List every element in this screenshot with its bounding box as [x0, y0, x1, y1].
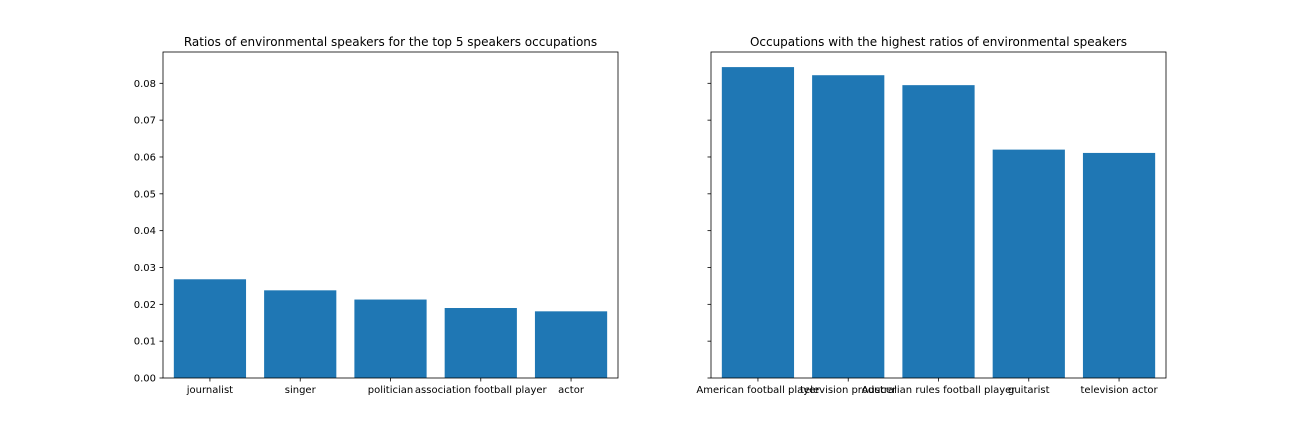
left-chart-x-tick-label: journalist [186, 385, 233, 396]
left-chart-y-tick-label: 0.03 [134, 263, 156, 274]
right-chart-bar [812, 75, 885, 379]
left-chart-y-tick-label: 0.02 [134, 300, 156, 311]
right-chart-x-tick-label: American football player [696, 385, 820, 396]
left-chart-x-axis: journalist singer politician association fo… [186, 378, 585, 396]
left-chart-y-tick-label: 0.04 [134, 226, 156, 237]
right-chart-bars [721, 67, 1156, 379]
left-chart: Ratios of environmental speakers for the… [134, 35, 619, 396]
left-chart-y-tick-label: 0.05 [134, 189, 156, 200]
right-chart-x-tick-label: guitarist [1008, 385, 1050, 396]
right-chart-x-tick-label: television producer [800, 385, 897, 396]
left-chart-y-axis: 0.00 0.01 0.02 0.03 0.04 0.05 0.06 0.07 0.08 [134, 79, 163, 385]
left-chart-y-tick-label: 0.08 [134, 79, 156, 90]
left-chart-bar [354, 299, 427, 378]
right-chart-y-axis [707, 82, 711, 379]
right-chart-x-tick-label: Australian rules football player [862, 385, 1017, 396]
left-chart-bar [534, 311, 608, 378]
left-chart-title: Ratios of environmental speakers for the… [184, 35, 597, 49]
right-chart-title: Occupations with the highest ratios of e… [750, 35, 1127, 49]
left-chart-y-tick-label: 0.06 [134, 152, 156, 163]
left-chart-x-tick-label: actor [558, 385, 585, 396]
left-chart-bar [173, 279, 247, 378]
right-chart-frame [710, 51, 1167, 379]
left-chart-y-tick-label: 0.00 [134, 374, 156, 385]
left-chart-bars [173, 279, 608, 378]
left-chart-x-tick-label: association football player [415, 385, 548, 396]
right-chart-bar [1082, 152, 1156, 378]
right-chart-bar [992, 149, 1065, 378]
left-chart-bar [264, 290, 337, 378]
left-chart-x-tick-label: singer [285, 385, 317, 396]
left-chart-frame [162, 51, 619, 379]
left-chart-y-tick-label: 0.01 [134, 337, 156, 348]
right-chart-bar [721, 67, 795, 378]
right-chart-x-tick-label: television actor [1081, 385, 1159, 396]
left-chart-x-tick-label: politician [368, 385, 413, 396]
left-chart-y-tick-label: 0.07 [134, 116, 156, 127]
left-chart-bar [444, 308, 517, 378]
right-chart-bar [902, 85, 975, 379]
right-chart: Occupations with the highest ratios of e… [696, 35, 1167, 396]
